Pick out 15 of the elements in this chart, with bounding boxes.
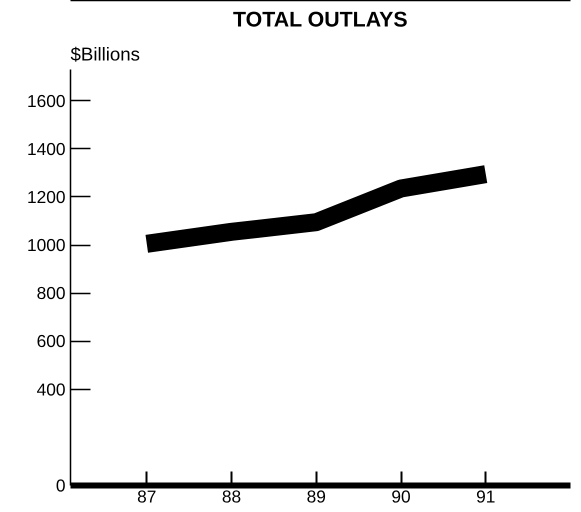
x-tick-label: 88 [222, 486, 242, 506]
y-tick-label: 600 [36, 331, 66, 352]
y-tick-label: 1400 [26, 138, 66, 159]
x-tick-label: 90 [391, 486, 411, 506]
y-tick-label: 1000 [26, 235, 66, 256]
x-tick-label: 91 [476, 486, 496, 506]
y-tick-label: 0 [56, 476, 66, 496]
chart-title: TOTAL OUTLAYS [233, 8, 408, 32]
y-tick-label: 1200 [26, 186, 66, 207]
x-tick-label: 89 [306, 486, 326, 506]
y-axis-title: $Billions [70, 44, 140, 64]
y-tick-label: 1600 [26, 90, 66, 111]
y-tick-label: 800 [36, 283, 66, 304]
x-tick-label: 87 [137, 486, 156, 506]
y-tick-label: 400 [36, 379, 66, 400]
